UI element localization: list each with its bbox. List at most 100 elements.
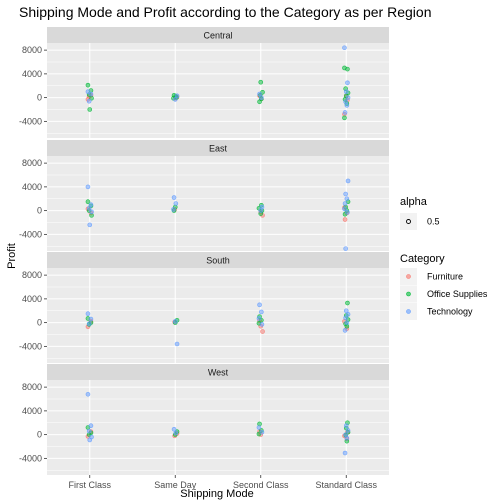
data-point-technology xyxy=(342,328,348,333)
panel-east: East -4000 0 4000 8000 xyxy=(19,140,389,251)
data-point-technology xyxy=(344,320,350,325)
data-point-office-supplies xyxy=(345,300,350,306)
data-point-technology xyxy=(87,222,93,228)
data-point-technology xyxy=(345,95,351,100)
data-point-technology xyxy=(345,428,351,433)
legend-symbol xyxy=(406,219,411,224)
legend-symbol-furniture xyxy=(406,274,411,279)
data-point-technology xyxy=(85,311,91,317)
data-point-technology xyxy=(257,91,262,97)
legend-label: Office Supplies xyxy=(427,289,488,299)
y-tick-label: 4000 xyxy=(22,294,42,304)
x-tick-label: Same Day xyxy=(154,480,197,490)
data-point-technology xyxy=(343,423,349,429)
facet-strip-label: South xyxy=(206,256,230,266)
data-point-technology xyxy=(343,315,348,321)
panel-south: South -4000 0 4000 8000 xyxy=(19,252,389,363)
data-point-office-supplies xyxy=(342,115,347,121)
facet-strip-label: Central xyxy=(203,31,232,41)
legend-label: Furniture xyxy=(427,272,463,282)
panel-background xyxy=(47,43,389,138)
data-point-technology xyxy=(344,196,350,202)
data-point-technology xyxy=(85,184,91,190)
data-point-office-supplies xyxy=(258,79,264,85)
legend-label: 0.5 xyxy=(427,217,440,227)
data-point-technology xyxy=(173,430,179,436)
data-point-technology xyxy=(259,429,265,435)
data-point-technology xyxy=(88,91,94,97)
panel-background xyxy=(47,268,389,363)
data-point-technology xyxy=(343,246,348,251)
data-point-technology xyxy=(86,205,92,211)
data-point-technology xyxy=(345,80,350,86)
data-point-technology xyxy=(258,208,264,213)
y-tick-label: 0 xyxy=(37,430,42,440)
data-point-technology xyxy=(342,206,347,212)
data-point-office-supplies xyxy=(85,82,91,88)
x-tick-label: Second Class xyxy=(233,480,289,490)
data-point-furniture xyxy=(260,329,265,334)
data-point-office-supplies xyxy=(85,199,91,205)
y-tick-label: 0 xyxy=(37,318,42,328)
data-point-furniture xyxy=(342,217,348,222)
facet-panels: Central-4000040008000East-4000040008000S… xyxy=(19,27,389,475)
x-tick-label: First Class xyxy=(69,480,112,490)
facet-strip xyxy=(47,252,389,268)
data-point-technology xyxy=(172,319,178,324)
data-point-technology xyxy=(345,178,351,184)
data-point-technology xyxy=(173,201,179,206)
facet-strip xyxy=(47,27,389,43)
data-point-technology xyxy=(86,321,92,327)
y-tick-label: -4000 xyxy=(19,229,42,239)
data-point-technology xyxy=(256,425,262,430)
data-point-technology xyxy=(88,202,94,207)
x-axis: First Class Same Day Second Class Standard … xyxy=(69,475,378,490)
y-tick-label: 0 xyxy=(37,206,42,216)
panel-west: West -4000 0 4000 8000 xyxy=(19,364,389,475)
data-point-technology xyxy=(344,103,350,108)
data-point-technology xyxy=(171,207,176,212)
data-point-technology xyxy=(171,426,177,432)
data-point-technology xyxy=(88,316,94,322)
y-tick-label: 8000 xyxy=(22,158,42,168)
y-tick-label: -4000 xyxy=(19,341,42,351)
data-point-technology xyxy=(342,110,348,115)
data-point-technology xyxy=(343,308,349,314)
data-point-technology xyxy=(171,195,177,200)
data-point-technology xyxy=(344,435,350,441)
facet-strip-label: West xyxy=(208,368,229,378)
data-point-technology xyxy=(87,437,93,443)
data-point-office-supplies xyxy=(345,66,350,72)
data-point-technology xyxy=(85,391,91,397)
data-point-technology xyxy=(342,450,348,456)
panel-background xyxy=(47,156,389,251)
legend-key xyxy=(400,213,417,230)
y-tick-label: 4000 xyxy=(22,406,42,416)
data-point-office-supplies xyxy=(87,107,93,112)
data-point-technology xyxy=(259,95,264,100)
legend-label: Technology xyxy=(427,307,473,317)
facet-strip xyxy=(47,140,389,156)
data-point-technology xyxy=(342,201,348,206)
data-point-technology xyxy=(172,97,178,102)
y-tick-label: 8000 xyxy=(22,270,42,280)
legend-symbol-office-supplies xyxy=(406,291,411,297)
x-tick-label: Standard Class xyxy=(315,480,377,490)
y-tick-label: -4000 xyxy=(19,116,42,126)
x-axis-title: Shipping Mode xyxy=(180,488,253,500)
data-point-technology xyxy=(259,322,265,327)
y-tick-label: 4000 xyxy=(22,182,42,192)
facet-strip-label: East xyxy=(209,144,228,154)
y-tick-label: 0 xyxy=(37,93,42,103)
data-point-technology xyxy=(174,341,180,347)
data-point-technology xyxy=(86,428,92,434)
data-point-technology xyxy=(89,209,94,215)
chart-title: Shipping Mode and Profit according to th… xyxy=(19,4,431,20)
data-point-technology xyxy=(259,309,264,315)
legend: alpha 0.5 Category Furniture Office Supplies… xyxy=(400,196,488,320)
panel-central: Central -4000 0 4000 8000 xyxy=(19,27,389,138)
data-point-technology xyxy=(85,89,91,94)
data-point-technology xyxy=(345,312,351,317)
y-tick-label: -4000 xyxy=(19,453,42,463)
